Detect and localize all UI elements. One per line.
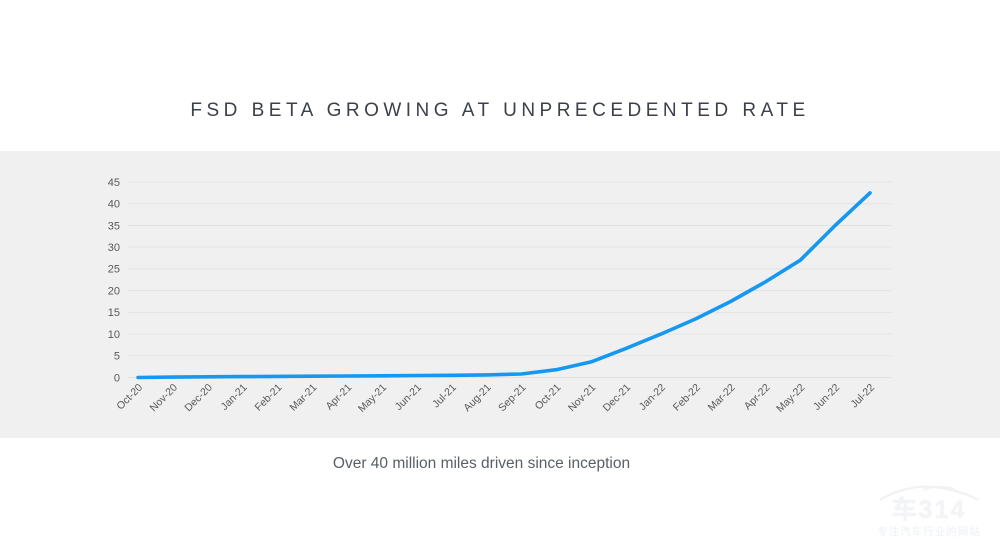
x-tick-label: Jan-22 [637,382,668,413]
x-tick-label: May-21 [356,382,389,415]
y-tick-label: 40 [108,199,120,211]
x-tick-label: Oct-20 [114,382,145,413]
watermark-car-icon [879,485,979,501]
y-tick-label: 20 [108,285,120,297]
x-tick-label: Feb-22 [671,382,703,414]
x-tick-label: Jun-21 [393,382,424,413]
x-tick-label: Nov-20 [148,382,181,415]
watermark: 车314 专注汽车行业的网站 [874,484,984,538]
x-tick-label: Jul-22 [848,382,877,411]
y-tick-label: 30 [108,242,120,254]
x-tick-label: Feb-21 [253,382,285,414]
x-tick-label: Nov-21 [566,382,599,415]
chart-band: 0 5 10 15 20 25 30 35 40 45 Oct-20 Nov-20 Dec-20 Jan-… [0,151,1000,438]
x-tick-label: Jun-22 [811,382,842,413]
watermark-tagline-text: 专注汽车行业的网站 [877,525,981,538]
x-tick-label: Apr-21 [323,382,354,413]
watermark-logo-text: 车314 [891,495,967,524]
x-tick-label: May-22 [774,382,807,415]
x-tick-label: Dec-20 [182,382,215,415]
y-tick-label: 25 [108,264,120,276]
x-tick-label: Oct-21 [533,382,564,413]
y-tick-label: 0 [114,372,120,384]
x-tick-label: Dec-21 [601,382,634,415]
x-tick-label: Jul-21 [430,382,459,411]
chart-subtitle: Over 40 million miles driven since incep… [332,455,631,472]
x-tick-label: Sep-21 [496,382,529,415]
x-tick-label: Aug-21 [461,382,494,415]
y-tick-label: 45 [108,177,120,189]
y-tick-label: 10 [108,329,120,341]
x-tick-label: Jan-21 [219,382,250,413]
x-tick-label: Mar-22 [706,382,738,414]
chart-title: FSD BETA GROWING AT UNPRECEDENTED RATE [190,100,810,121]
x-tick-label: Apr-22 [742,382,773,413]
y-tick-label: 35 [108,220,120,232]
x-tick-label: Mar-21 [287,382,319,414]
data-line [136,191,872,380]
y-tick-label: 5 [114,351,120,363]
y-tick-label: 15 [108,307,120,319]
